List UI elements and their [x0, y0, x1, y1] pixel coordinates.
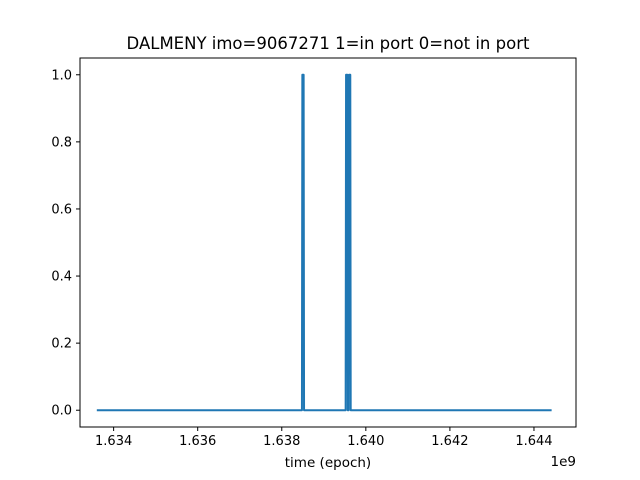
chart-title: DALMENY imo=9067271 1=in port 0=not in p… [127, 34, 530, 53]
x-tick-label: 1.644 [515, 434, 552, 449]
x-axis-offset-label: 1e9 [551, 454, 576, 470]
y-tick-label: 0.2 [51, 337, 72, 352]
x-tick-label: 1.640 [347, 434, 384, 449]
y-tick-label: 0.4 [51, 270, 72, 285]
x-tick-label: 1.636 [179, 434, 216, 449]
series-layer [96, 73, 552, 412]
x-axis-label: time (epoch) [285, 455, 371, 471]
y-axis: 0.0 0.2 0.4 0.6 0.8 1.0 [51, 68, 80, 419]
y-tick-label: 0.0 [51, 404, 72, 419]
x-axis: 1.634 1.636 1.638 1.640 1.642 1.644 [95, 427, 553, 449]
x-tick-label: 1.638 [263, 434, 300, 449]
x-tick-label: 1.634 [95, 434, 132, 449]
y-tick-label: 0.6 [51, 202, 72, 217]
x-tick-label: 1.642 [431, 434, 468, 449]
series-line-0 [96, 73, 552, 412]
y-tick-label: 0.8 [51, 135, 72, 150]
plot-frame [79, 57, 577, 428]
y-tick-label: 1.0 [51, 68, 72, 83]
